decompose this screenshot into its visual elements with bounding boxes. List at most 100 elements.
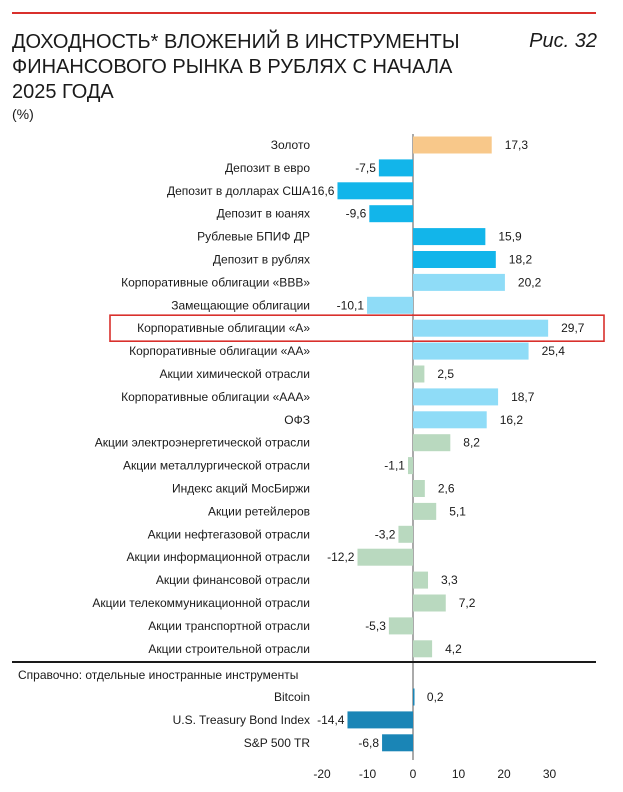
bar-value-label: 29,7	[561, 321, 585, 335]
reference-bar-value-label: 0,2	[427, 690, 444, 704]
bar-category-label: Рублевые БПИФ ДР	[197, 230, 310, 244]
reference-bar-category-label: S&P 500 TR	[244, 736, 311, 750]
bar-bar	[413, 411, 487, 429]
bar-row: Замещающие облигации -10,1	[171, 296, 413, 314]
bar-bar	[378, 159, 413, 177]
bar-row: Рублевые БПИФ ДР 15,9	[197, 228, 522, 246]
bar-row: Депозит в евро -7,5	[225, 159, 413, 177]
x-tick-label: 10	[452, 767, 466, 781]
bar-category-label: Корпоративные облигации «ААА»	[121, 390, 310, 404]
bar-value-label: -7,5	[355, 161, 376, 175]
bar-category-label: Депозит в рублях	[213, 253, 310, 267]
bar-category-label: Акции ретейлеров	[208, 504, 310, 518]
reference-bar-category-label: U.S. Treasury Bond Index	[173, 713, 310, 727]
bar-bar	[367, 296, 413, 314]
bar-bar	[413, 502, 437, 520]
bar-category-label: Акции финансовой отрасли	[156, 573, 310, 587]
bar-bar	[413, 434, 451, 452]
bar-category-label: Акции электроэнергетической отрасли	[95, 436, 310, 450]
bar-category-label: Акции нефтегазовой отрасли	[148, 527, 310, 541]
x-tick-label: -20	[313, 767, 331, 781]
reference-bar-row: Bitcoin 0,2	[274, 688, 444, 706]
bar-row: Депозит в долларах США-16,6	[167, 182, 413, 200]
bar-value-label: 3,3	[441, 573, 458, 587]
bar-category-label: Акции строительной отрасли	[148, 642, 310, 656]
bar-value-label: 15,9	[498, 230, 522, 244]
bar-value-label: 20,2	[518, 275, 542, 289]
bar-row: Золото 17,3	[271, 136, 529, 154]
bar-category-label: Акции химической отрасли	[159, 367, 310, 381]
bar-bar	[413, 480, 425, 497]
bar-value-label: 7,2	[459, 596, 476, 610]
bar-row: Корпоративные облигации «BBB» 20,2	[121, 273, 542, 291]
reference-bar-bar	[382, 734, 413, 752]
bar-value-label: -16,6	[307, 184, 335, 198]
reference-bar-bar	[413, 688, 415, 706]
bar-category-label: Акции телекоммуникационной отрасли	[92, 596, 310, 610]
highlight-frame	[109, 314, 605, 343]
bar-category-label: Корпоративные облигации «АА»	[129, 344, 310, 358]
bar-value-label: 5,1	[449, 504, 466, 518]
bar-value-label: -12,2	[327, 550, 355, 564]
x-tick-label: -10	[359, 767, 377, 781]
bar-value-label: 2,5	[437, 367, 454, 381]
top-rule	[12, 12, 596, 14]
bar-category-label: Корпоративные облигации «BBB»	[121, 275, 310, 289]
bar-category-label: Замещающие облигации	[171, 298, 310, 312]
bar-bar	[413, 273, 505, 291]
bar-value-label: 16,2	[500, 413, 524, 427]
bar-row: Корпоративные облигации «А» 29,7	[137, 319, 585, 337]
bar-value-label: 8,2	[463, 436, 480, 450]
x-tick-label: 30	[543, 767, 557, 781]
bar-category-label: Депозит в евро	[225, 161, 310, 175]
bar-value-label: -5,3	[365, 619, 386, 633]
bar-row: Акции металлургической отрасли -1,1	[123, 457, 413, 475]
bar-category-label: Акции транспортной отрасли	[148, 619, 310, 633]
figure-label: Рис. 32	[529, 30, 597, 52]
reference-bar-value-label: -6,8	[358, 736, 379, 750]
bar-value-label: 2,6	[438, 482, 455, 496]
bar-value-label: -9,6	[346, 207, 367, 221]
bar-row: Акции транспортной отрасли -5,3	[148, 617, 413, 635]
bar-bar	[407, 457, 413, 475]
bar-bar	[413, 319, 549, 337]
bar-value-label: -10,1	[337, 298, 365, 312]
section-label: Справочно: отдельные иностранные инструм…	[18, 668, 298, 682]
bar-bar	[413, 571, 429, 589]
bar-row: ОФЗ 16,2	[284, 411, 524, 429]
chart-title: ДОХОДНОСТЬ* ВЛОЖЕНИЙ В ИНСТРУМЕНТЫ ФИНАН…	[12, 31, 460, 103]
bar-bar	[413, 365, 425, 383]
bar-value-label: 18,7	[511, 390, 535, 404]
bar-row: Депозит в юанях -9,6	[217, 205, 413, 223]
bar-bar	[337, 182, 413, 200]
bar-bar	[398, 525, 413, 543]
bar-category-label: Депозит в долларах США	[167, 184, 310, 198]
bar-value-label: 4,2	[445, 642, 462, 656]
bar-row: Акции информационной отрасли -12,2	[126, 548, 413, 566]
x-tick-label: 0	[410, 767, 417, 781]
reference-bar-row: S&P 500 TR -6,8	[244, 734, 413, 752]
x-tick-label: 20	[497, 767, 511, 781]
bar-bar	[413, 640, 433, 658]
bar-bar	[369, 205, 413, 223]
bar-row: Акции телекоммуникационной отрасли 7,2	[92, 594, 476, 612]
reference-bar-value-label: -14,4	[317, 713, 345, 727]
bar-category-label: ОФЗ	[284, 413, 310, 427]
reference-bar-category-label: Bitcoin	[274, 690, 310, 704]
bar-row: Акции финансовой отрасли 3,3	[156, 571, 458, 589]
bar-row: Акции ретейлеров 5,1	[208, 502, 466, 520]
bar-category-label: Депозит в юанях	[217, 207, 310, 221]
bar-value-label: 18,2	[509, 253, 533, 267]
bar-category-label: Акции информационной отрасли	[126, 550, 310, 564]
reference-bar-bar	[347, 711, 413, 729]
bar-bar	[357, 548, 413, 566]
bar-value-label: 17,3	[505, 138, 529, 152]
bar-bar	[388, 617, 413, 635]
bar-value-label: -1,1	[384, 459, 405, 473]
bar-value-label: 25,4	[542, 344, 566, 358]
bar-row: Корпоративные облигации «ААА» 18,7	[121, 388, 535, 406]
bar-bar	[413, 388, 499, 406]
bar-row: Корпоративные облигации «АА» 25,4	[129, 342, 566, 360]
bar-row: Акции химической отрасли 2,5	[159, 365, 454, 383]
